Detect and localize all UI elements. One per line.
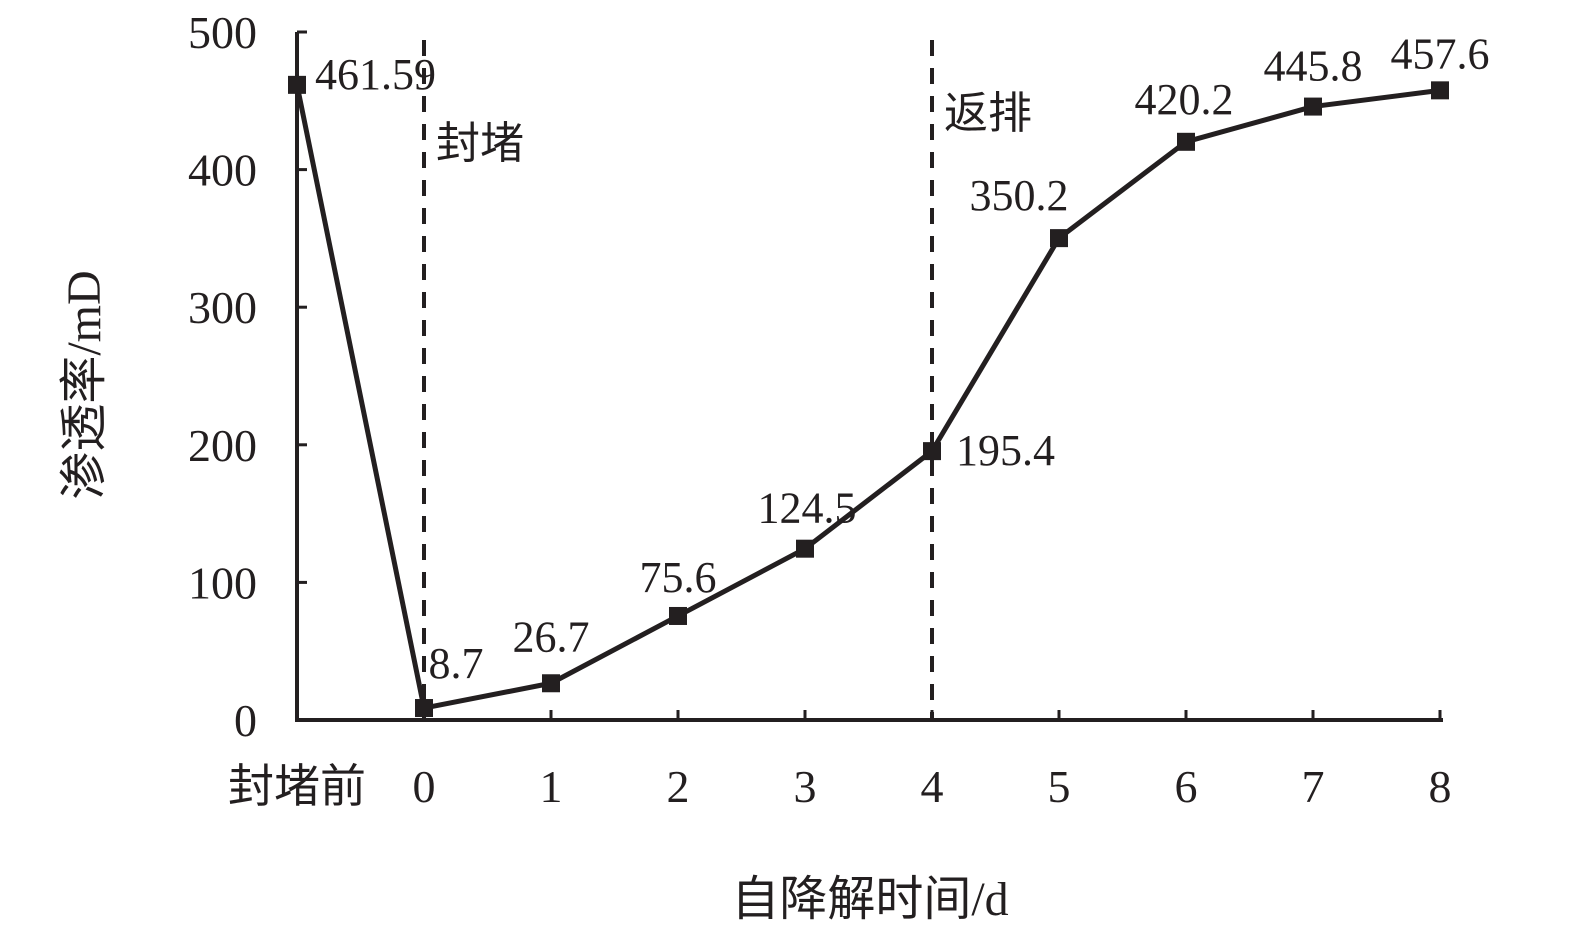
data-label: 75.6 xyxy=(640,553,717,602)
data-label: 195.4 xyxy=(956,426,1055,475)
data-label: 350.2 xyxy=(970,171,1069,220)
x-tick-label: 8 xyxy=(1429,761,1452,812)
data-label: 26.7 xyxy=(513,612,590,661)
y-axis-title: 渗透率/mD xyxy=(58,270,111,499)
data-label: 8.7 xyxy=(429,639,484,688)
x-tick-label: 7 xyxy=(1302,761,1325,812)
x-tick-label: 3 xyxy=(794,761,817,812)
x-tick-label: 0 xyxy=(413,761,436,812)
x-axis-title: 自降解时间/d xyxy=(731,873,1008,926)
y-tick-label: 300 xyxy=(188,282,257,333)
x-tick-label: 1 xyxy=(540,761,563,812)
event-annotation: 封堵 xyxy=(436,119,524,168)
x-tick-label: 5 xyxy=(1048,761,1071,812)
series-group xyxy=(288,75,1449,718)
data-point-marker xyxy=(669,606,687,625)
event-annotation: 返排 xyxy=(944,89,1032,138)
y-tick-label: 200 xyxy=(188,420,257,471)
data-point-marker xyxy=(288,75,306,94)
data-point-marker xyxy=(1431,81,1449,100)
data-label: 461.59 xyxy=(315,50,436,99)
data-point-marker xyxy=(542,674,560,693)
x-tick-label: 4 xyxy=(921,761,944,812)
data-point-marker xyxy=(1050,229,1068,248)
event-lines: 封堵 返排 xyxy=(422,40,1032,720)
y-tick-label: 400 xyxy=(188,145,257,196)
data-label: 457.6 xyxy=(1391,29,1490,78)
y-tick-label: 100 xyxy=(188,557,257,608)
data-point-marker xyxy=(923,442,941,461)
data-point-marker xyxy=(1304,97,1322,116)
data-point-marker xyxy=(415,699,433,718)
data-label: 124.5 xyxy=(758,484,857,533)
data-point-marker xyxy=(796,539,814,558)
axes: 0 100 200 300 400 500 封堵前 0 1 2 3 4 5 6 7 8 xyxy=(188,7,1452,812)
y-tick-label: 500 xyxy=(188,7,257,58)
x-tick-label: 2 xyxy=(667,761,690,812)
data-label: 420.2 xyxy=(1135,75,1234,124)
x-tick-label: 6 xyxy=(1175,761,1198,812)
x-tick-label: 封堵前 xyxy=(228,761,366,812)
series-line xyxy=(294,84,1441,711)
data-point-marker xyxy=(1177,132,1195,151)
labels-group: 461.59 8.7 26.7 75.6 124.5 195.4 350.2 420.2 445… xyxy=(315,29,1490,688)
data-label: 445.8 xyxy=(1264,42,1363,91)
y-tick-label: 0 xyxy=(234,695,257,746)
